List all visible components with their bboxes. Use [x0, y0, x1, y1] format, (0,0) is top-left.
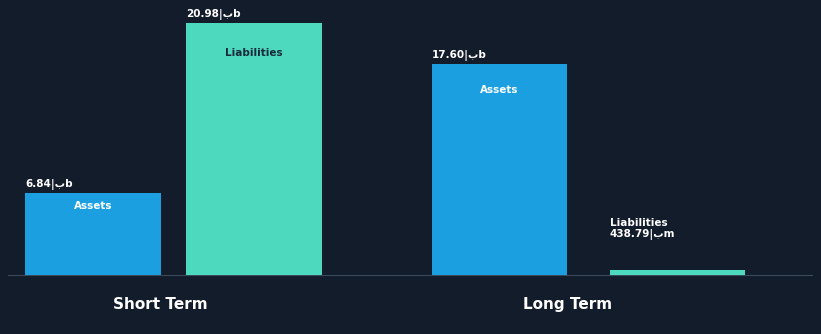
Text: 6.84|بb: 6.84|بb: [25, 179, 73, 190]
Text: Assets: Assets: [74, 201, 112, 211]
Text: 17.60|بb: 17.60|بb: [432, 49, 487, 60]
Bar: [432, 63, 567, 275]
Text: 20.98|بb: 20.98|بb: [186, 9, 241, 20]
Bar: [609, 270, 745, 275]
Bar: [25, 193, 161, 275]
Text: Liabilities: Liabilities: [225, 48, 282, 58]
Text: 438.79|بm: 438.79|بm: [609, 229, 675, 240]
Text: Short Term: Short Term: [113, 297, 208, 312]
Text: Long Term: Long Term: [523, 297, 612, 312]
Bar: [186, 23, 322, 275]
Text: Assets: Assets: [480, 85, 519, 95]
Text: Liabilities: Liabilities: [609, 218, 667, 228]
